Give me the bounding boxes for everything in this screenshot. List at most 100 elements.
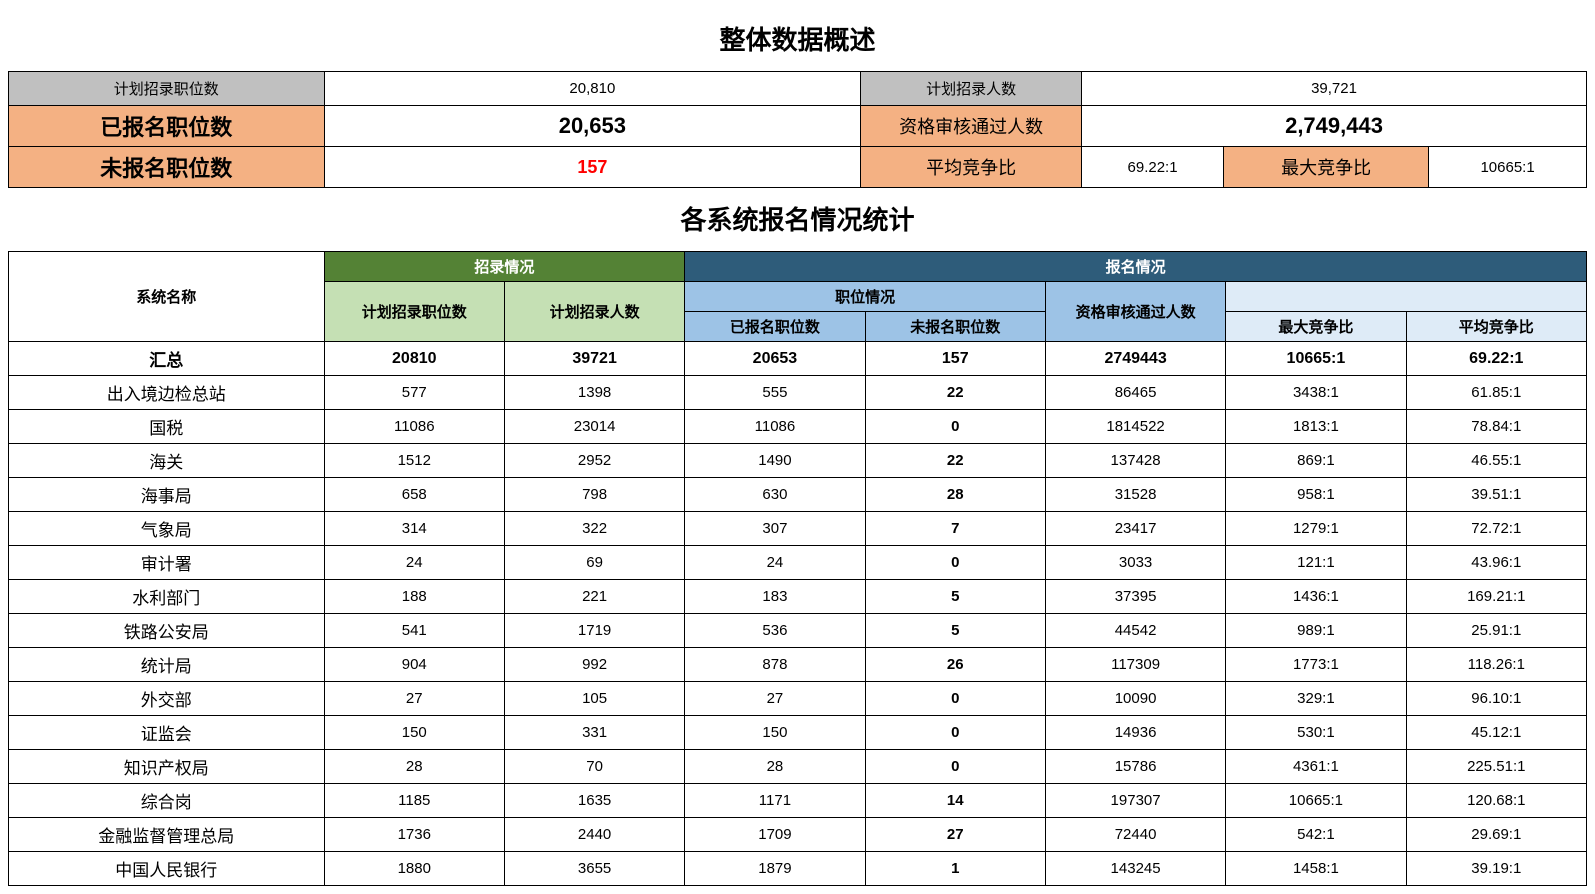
cell-applied-pos: 150 <box>685 716 865 750</box>
cell-passed: 37395 <box>1045 580 1225 614</box>
cell-system-name: 出入境边检总站 <box>9 376 325 410</box>
cell-max-ratio: 10665:1 <box>1226 342 1406 376</box>
table-row: 出入境边检总站577139855522864653438:161.85:1 <box>9 376 1587 410</box>
cell-planned-ppl: 70 <box>504 750 684 784</box>
cell-applied-pos: 555 <box>685 376 865 410</box>
cell-planned-ppl: 221 <box>504 580 684 614</box>
cell-avg-ratio: 45.12:1 <box>1406 716 1586 750</box>
cell-avg-ratio: 78.84:1 <box>1406 410 1586 444</box>
cell-applied-pos: 630 <box>685 478 865 512</box>
cell-planned-ppl: 1398 <box>504 376 684 410</box>
ov-avg-ratio-label: 平均竞争比 <box>861 147 1082 188</box>
cell-applied-pos: 28 <box>685 750 865 784</box>
overview-title: 整体数据概述 <box>8 8 1587 71</box>
cell-passed: 23417 <box>1045 512 1225 546</box>
cell-system-name: 金融监督管理总局 <box>9 818 325 852</box>
cell-system-name: 中国人民银行 <box>9 852 325 886</box>
cell-system-name: 海关 <box>9 444 325 478</box>
cell-max-ratio: 1436:1 <box>1226 580 1406 614</box>
cell-avg-ratio: 29.69:1 <box>1406 818 1586 852</box>
cell-planned-pos: 1512 <box>324 444 504 478</box>
cell-planned-ppl: 105 <box>504 682 684 716</box>
cell-planned-pos: 1736 <box>324 818 504 852</box>
cell-avg-ratio: 25.91:1 <box>1406 614 1586 648</box>
overview-table: 计划招录职位数 20,810 计划招录人数 39,721 已报名职位数 20,6… <box>8 71 1587 188</box>
cell-system-name: 水利部门 <box>9 580 325 614</box>
cell-system-name: 审计署 <box>9 546 325 580</box>
cell-system-name: 铁路公安局 <box>9 614 325 648</box>
cell-passed: 143245 <box>1045 852 1225 886</box>
cell-max-ratio: 989:1 <box>1226 614 1406 648</box>
cell-unapplied-pos: 26 <box>865 648 1045 682</box>
cell-passed: 1814522 <box>1045 410 1225 444</box>
hdr-apply-group: 报名情况 <box>685 252 1587 282</box>
cell-system-name: 综合岗 <box>9 784 325 818</box>
cell-max-ratio: 10665:1 <box>1226 784 1406 818</box>
cell-system-name: 气象局 <box>9 512 325 546</box>
cell-max-ratio: 329:1 <box>1226 682 1406 716</box>
cell-planned-pos: 11086 <box>324 410 504 444</box>
cell-applied-pos: 1879 <box>685 852 865 886</box>
cell-avg-ratio: 120.68:1 <box>1406 784 1586 818</box>
cell-applied-pos: 1490 <box>685 444 865 478</box>
cell-passed: 117309 <box>1045 648 1225 682</box>
ov-planned-ppl-label: 计划招录人数 <box>861 72 1082 106</box>
cell-avg-ratio: 225.51:1 <box>1406 750 1586 784</box>
cell-unapplied-pos: 0 <box>865 750 1045 784</box>
cell-system-name: 知识产权局 <box>9 750 325 784</box>
cell-max-ratio: 1458:1 <box>1226 852 1406 886</box>
cell-passed: 44542 <box>1045 614 1225 648</box>
table-row: 外交部2710527010090329:196.10:1 <box>9 682 1587 716</box>
cell-applied-pos: 27 <box>685 682 865 716</box>
cell-passed: 15786 <box>1045 750 1225 784</box>
cell-planned-ppl: 2440 <box>504 818 684 852</box>
table-row: 审计署24692403033121:143.96:1 <box>9 546 1587 580</box>
cell-unapplied-pos: 0 <box>865 410 1045 444</box>
cell-passed: 14936 <box>1045 716 1225 750</box>
table-row: 国税110862301411086018145221813:178.84:1 <box>9 410 1587 444</box>
table-row: 中国人民银行18803655187911432451458:139.19:1 <box>9 852 1587 886</box>
cell-system-name: 海事局 <box>9 478 325 512</box>
cell-applied-pos: 20653 <box>685 342 865 376</box>
cell-planned-pos: 150 <box>324 716 504 750</box>
cell-avg-ratio: 96.10:1 <box>1406 682 1586 716</box>
ov-applied-pos-label: 已报名职位数 <box>9 106 325 147</box>
ov-unapplied-pos-value: 157 <box>324 147 861 188</box>
hdr-position-group: 职位情况 <box>685 282 1046 312</box>
cell-planned-pos: 577 <box>324 376 504 410</box>
hdr-system-name: 系统名称 <box>9 252 325 342</box>
cell-planned-ppl: 992 <box>504 648 684 682</box>
cell-passed: 72440 <box>1045 818 1225 852</box>
cell-avg-ratio: 69.22:1 <box>1406 342 1586 376</box>
table-row: 水利部门1882211835373951436:1169.21:1 <box>9 580 1587 614</box>
cell-avg-ratio: 39.51:1 <box>1406 478 1586 512</box>
cell-passed: 3033 <box>1045 546 1225 580</box>
cell-planned-pos: 541 <box>324 614 504 648</box>
cell-unapplied-pos: 1 <box>865 852 1045 886</box>
cell-max-ratio: 869:1 <box>1226 444 1406 478</box>
cell-planned-ppl: 798 <box>504 478 684 512</box>
hdr-passed: 资格审核通过人数 <box>1045 282 1225 342</box>
cell-unapplied-pos: 0 <box>865 682 1045 716</box>
ov-passed-value: 2,749,443 <box>1082 106 1587 147</box>
cell-passed: 2749443 <box>1045 342 1225 376</box>
cell-avg-ratio: 61.85:1 <box>1406 376 1586 410</box>
ov-avg-ratio-value: 69.22:1 <box>1082 147 1224 188</box>
cell-max-ratio: 530:1 <box>1226 716 1406 750</box>
hdr-planned-pos: 计划招录职位数 <box>324 282 504 342</box>
cell-max-ratio: 4361:1 <box>1226 750 1406 784</box>
table-row: 海关15122952149022137428869:146.55:1 <box>9 444 1587 478</box>
ov-max-ratio-value: 10665:1 <box>1429 147 1587 188</box>
cell-passed: 86465 <box>1045 376 1225 410</box>
cell-planned-pos: 904 <box>324 648 504 682</box>
hdr-recruit-group: 招录情况 <box>324 252 685 282</box>
hdr-max-ratio: 最大竞争比 <box>1226 312 1406 342</box>
cell-passed: 31528 <box>1045 478 1225 512</box>
cell-unapplied-pos: 22 <box>865 376 1045 410</box>
cell-unapplied-pos: 14 <box>865 784 1045 818</box>
hdr-unapplied-pos: 未报名职位数 <box>865 312 1045 342</box>
cell-avg-ratio: 72.72:1 <box>1406 512 1586 546</box>
cell-max-ratio: 542:1 <box>1226 818 1406 852</box>
cell-planned-pos: 20810 <box>324 342 504 376</box>
table-row: 综合岗1185163511711419730710665:1120.68:1 <box>9 784 1587 818</box>
